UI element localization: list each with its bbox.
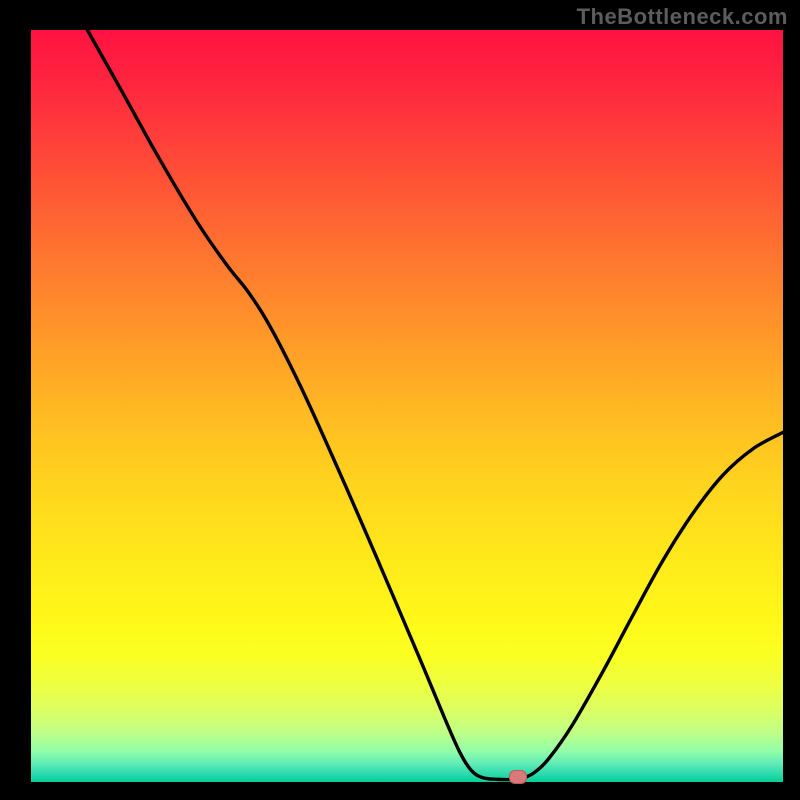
chart-frame: TheBottleneck.com (0, 0, 800, 800)
plot-area (31, 30, 783, 782)
watermark-text: TheBottleneck.com (577, 4, 788, 30)
gradient-rect (31, 30, 783, 782)
optimum-marker (509, 770, 527, 784)
chart-svg (31, 30, 783, 782)
